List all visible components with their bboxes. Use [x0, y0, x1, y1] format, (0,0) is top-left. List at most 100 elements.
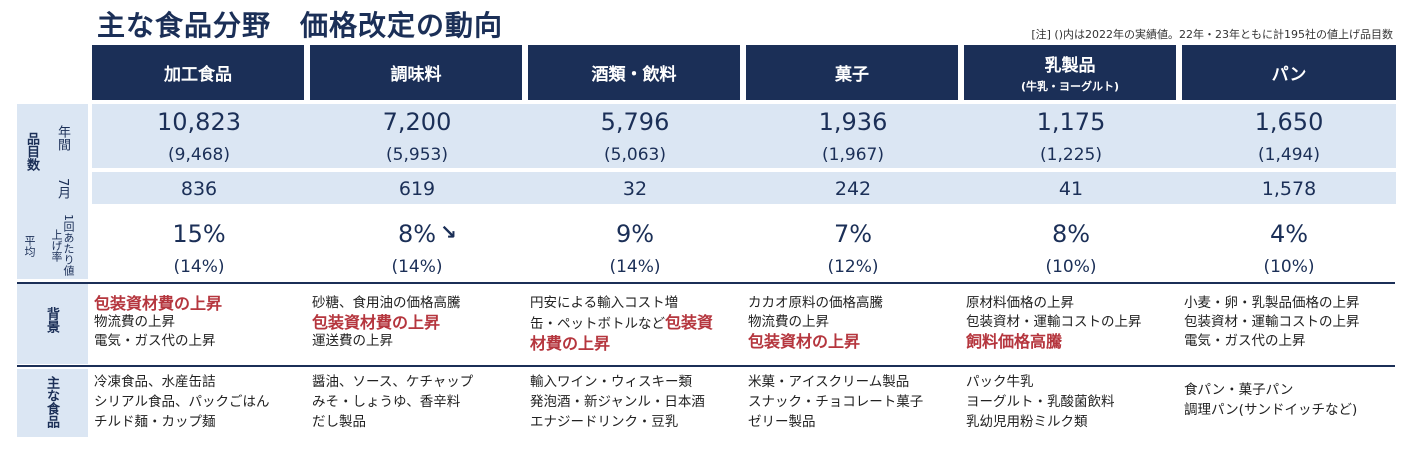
rate-value: 8% [397, 220, 437, 248]
background-item: 原材料価格の上昇 [966, 295, 1074, 311]
food-item: 米菓・アイスクリーム製品 [748, 374, 910, 390]
background-item: 砂糖、食用油の価格高騰 [312, 295, 461, 311]
background-item: カカオ原料の価格高騰 [748, 295, 883, 311]
annual-prev-value: (1,225) [1040, 145, 1102, 165]
annual-prev-value: (5,063) [604, 145, 666, 165]
july-value: 1,578 [1261, 178, 1317, 200]
label-omona: 主な食品 [44, 376, 59, 428]
background-item: 缶・ペットボトルなど包装資 [530, 313, 713, 334]
background-list: カカオ原料の価格高騰 物流費の上昇 包装資材の上昇 [748, 294, 883, 351]
july-value: 619 [398, 178, 436, 200]
background-item: 電気・ガス代の上昇 [94, 333, 216, 349]
rate-prev-value: (10%) [1045, 257, 1097, 277]
annual-prev-value: (5,953) [386, 145, 448, 165]
background-item: 物流費の上昇 [748, 314, 829, 330]
food-item: 乳幼児用粉ミルク類 [966, 414, 1088, 430]
header-seasoning: 調味料 [310, 45, 522, 100]
food-item: ヨーグルト・乳酸菌飲料 [966, 394, 1115, 410]
foods-list: 米菓・アイスクリーム製品 スナック・チョコレート菓子 ゼリー製品 [748, 372, 923, 432]
rate-prev-value: (12%) [827, 257, 879, 277]
background-item: 小麦・卵・乳製品価格の上昇 [1184, 295, 1360, 311]
rate-value: 15% [172, 220, 226, 248]
annual-value: 7,200 [382, 108, 452, 136]
july-value: 836 [180, 178, 218, 200]
food-item: パック牛乳 [966, 374, 1034, 390]
annual-value: 5,796 [600, 108, 670, 136]
header-label: 加工食品 [164, 65, 232, 85]
background-item-highlight: 包装資 [665, 313, 714, 332]
background-item: 円安による輸入コスト増 [530, 295, 679, 311]
down-arrow-icon: ↘ [440, 220, 457, 244]
background-item: 包装資材の上昇 [748, 332, 861, 351]
rate-prev-value: (10%) [1263, 257, 1315, 277]
food-item: 発泡酒・新ジャンル・日本酒 [530, 394, 705, 410]
annual-row-bg [92, 104, 1396, 168]
header-sublabel: (牛乳・ヨーグルト) [1020, 80, 1120, 93]
label-neage: 1回あたり値上げ率 [50, 214, 75, 276]
rate-value: 4% [1269, 220, 1309, 248]
footnote: [注] ()内は2022年の実績値。22年・23年ともに計195社の値上げ品目数 [1031, 28, 1393, 41]
background-list: 原材料価格の上昇 包装資材・運輸コストの上昇 飼料価格高騰 [966, 294, 1142, 351]
header-label: 乳製品 [1044, 56, 1096, 76]
annual-prev-value: (1,494) [1258, 145, 1320, 165]
annual-value: 1,175 [1036, 108, 1106, 136]
background-item: 物流費の上昇 [94, 314, 175, 330]
header-label: パン [1271, 65, 1307, 85]
header-label: 酒類・飲料 [591, 65, 677, 85]
background-item: 包装資材・運輸コストの上昇 [1184, 314, 1360, 330]
background-list: 砂糖、食用油の価格高騰 包装資材費の上昇 運送費の上昇 [312, 294, 461, 351]
header-confectionery: 菓子 [746, 45, 958, 100]
background-item: 電気・ガス代の上昇 [1184, 333, 1306, 349]
food-item: スナック・チョコレート菓子 [748, 394, 924, 410]
header-label: 菓子 [835, 65, 869, 85]
header-label: 調味料 [390, 65, 442, 85]
background-item: 包装資材・運輸コストの上昇 [966, 314, 1142, 330]
label-july: 7月 [55, 178, 70, 200]
sidebar-foods [17, 369, 88, 437]
food-item: 冷凍食品、水産缶詰 [94, 374, 216, 390]
divider [17, 282, 1395, 284]
rate-prev-value: (14%) [391, 257, 443, 277]
sidebar-counts [17, 104, 88, 279]
food-item: ゼリー製品 [748, 414, 816, 430]
rate-value: 7% [833, 220, 873, 248]
background-item: 材費の上昇 [530, 334, 611, 353]
food-item: エナジードリンク・豆乳 [530, 414, 679, 430]
header-processed-food: 加工食品 [92, 45, 304, 100]
divider [17, 365, 1395, 367]
foods-list: 食パン・菓子パン 調理パン(サンドイッチなど) [1184, 380, 1357, 420]
rate-prev-value: (14%) [173, 257, 225, 277]
foods-list: 輸入ワイン・ウィスキー類 発泡酒・新ジャンル・日本酒 エナジードリンク・豆乳 [530, 372, 705, 432]
label-heikin: 平均 [23, 235, 36, 257]
food-item: 食パン・菓子パン [1184, 382, 1294, 398]
july-row-bg [92, 172, 1396, 204]
foods-list: 冷凍食品、水産缶詰 シリアル食品、パックごはん チルド麺・カップ麺 [94, 372, 270, 432]
july-value: 242 [834, 178, 872, 200]
food-item: 調理パン(サンドイッチなど) [1184, 402, 1358, 418]
background-list: 小麦・卵・乳製品価格の上昇 包装資材・運輸コストの上昇 電気・ガス代の上昇 [1184, 294, 1360, 351]
july-value: 41 [1058, 178, 1084, 200]
header-bread: パン [1182, 45, 1396, 100]
annual-value: 10,823 [157, 108, 241, 136]
annual-prev-value: (9,468) [168, 145, 230, 165]
background-item: 包装資材費の上昇 [312, 313, 441, 332]
label-hinmoku: 品目数 [24, 131, 39, 171]
background-item: 飼料価格高騰 [966, 332, 1063, 351]
background-item-text: 缶・ペットボトルなど [530, 316, 665, 332]
page-title: 主な食品分野 価格改定の動向 [97, 9, 504, 42]
annual-prev-value: (1,967) [822, 145, 884, 165]
background-list: 包装資材費の上昇 物流費の上昇 電気・ガス代の上昇 [94, 294, 222, 351]
label-nenkan: 年間 [55, 125, 70, 151]
rate-prev-value: (14%) [609, 257, 661, 277]
header-dairy: 乳製品 (牛乳・ヨーグルト) [964, 45, 1176, 100]
food-item: 醤油、ソース、ケチャップ [312, 374, 474, 390]
annual-value: 1,936 [818, 108, 888, 136]
food-item: みそ・しょうゆ、香辛料 [312, 394, 461, 410]
background-item: 包装資材費の上昇 [94, 294, 223, 313]
food-item: チルド麺・カップ麺 [94, 414, 216, 430]
header-beverage: 酒類・飲料 [528, 45, 740, 100]
annual-value: 1,650 [1254, 108, 1324, 136]
label-haikei: 背景 [44, 307, 59, 333]
foods-list: パック牛乳 ヨーグルト・乳酸菌飲料 乳幼児用粉ミルク類 [966, 372, 1115, 432]
rate-value: 8% [1051, 220, 1091, 248]
